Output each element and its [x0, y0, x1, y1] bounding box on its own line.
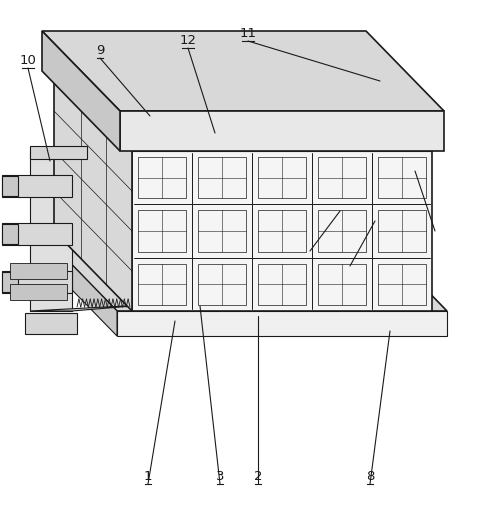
Polygon shape — [117, 311, 447, 336]
Text: 12: 12 — [180, 34, 196, 47]
Polygon shape — [30, 151, 72, 311]
Polygon shape — [2, 271, 72, 293]
Polygon shape — [2, 224, 18, 244]
Polygon shape — [39, 231, 447, 311]
Text: 10: 10 — [20, 54, 36, 67]
Polygon shape — [42, 31, 444, 111]
Polygon shape — [25, 313, 77, 334]
Polygon shape — [2, 175, 72, 197]
Polygon shape — [30, 306, 132, 311]
Polygon shape — [10, 284, 67, 300]
Polygon shape — [30, 146, 87, 159]
Polygon shape — [54, 53, 432, 133]
Polygon shape — [42, 31, 120, 151]
Polygon shape — [54, 53, 132, 151]
Text: 11: 11 — [240, 27, 256, 40]
Text: 8: 8 — [366, 470, 374, 483]
Polygon shape — [10, 263, 67, 279]
Polygon shape — [120, 111, 444, 151]
Polygon shape — [2, 223, 72, 245]
Polygon shape — [132, 151, 432, 311]
Text: 3: 3 — [216, 470, 224, 483]
Polygon shape — [39, 231, 117, 336]
Polygon shape — [54, 71, 132, 311]
Text: 1: 1 — [144, 470, 152, 483]
Polygon shape — [2, 272, 18, 292]
Polygon shape — [132, 133, 432, 151]
Polygon shape — [2, 176, 18, 196]
Text: 9: 9 — [96, 44, 104, 57]
Text: 2: 2 — [254, 470, 262, 483]
